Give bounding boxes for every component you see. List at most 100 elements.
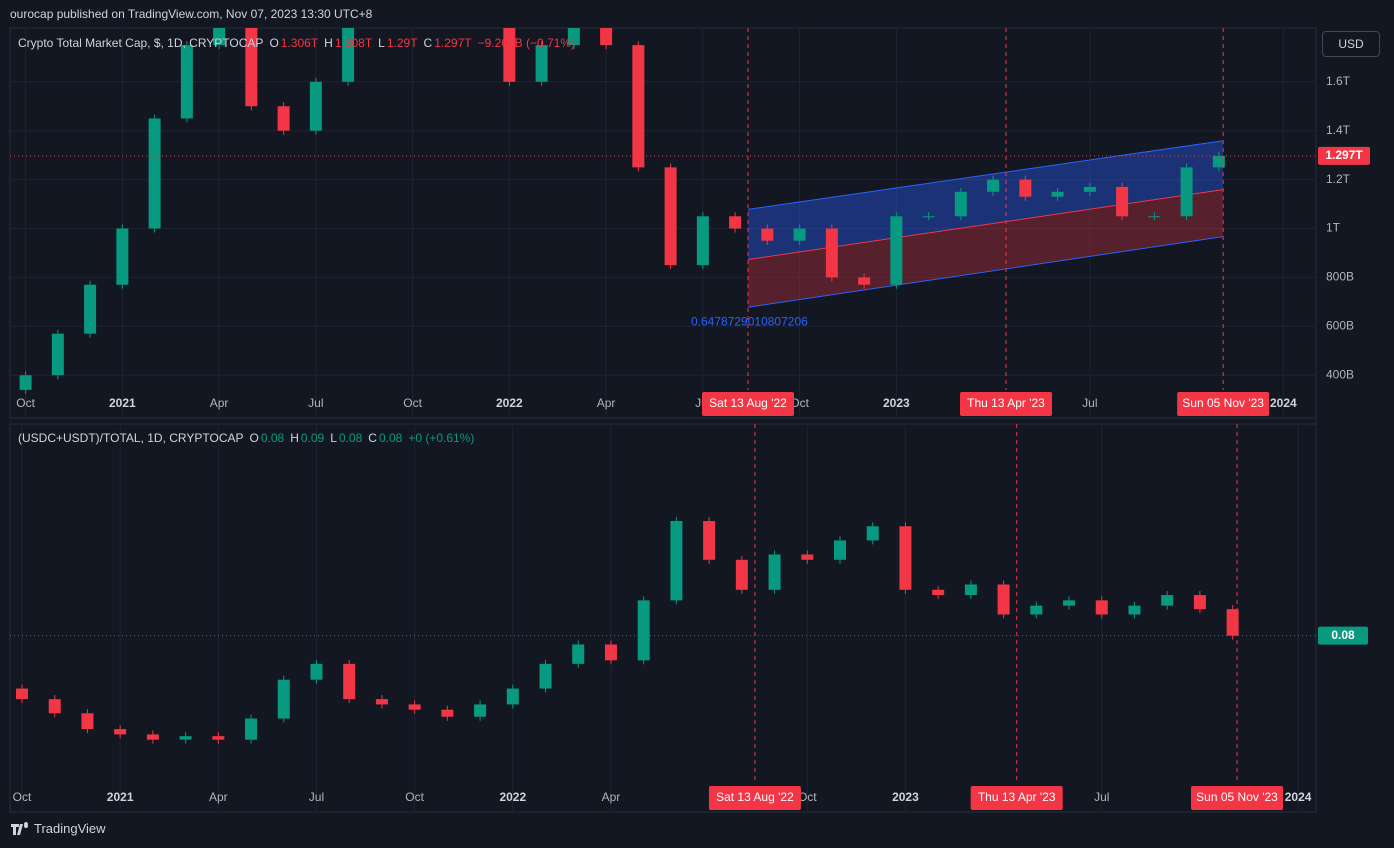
candle [696,216,709,266]
price-badge-label: 0.08 [1331,628,1355,642]
candle [342,28,355,82]
x-tick-label: Oct [798,790,817,804]
date-marker-label: Sun 05 Nov '23 [1196,790,1278,804]
top-pane [9,27,1317,419]
candle [84,284,97,334]
currency-button[interactable]: USD [1322,31,1380,57]
x-tick-label: Jul [308,396,323,410]
candle [768,554,781,590]
x-tick-label: Apr [602,790,621,804]
candle [637,600,650,661]
date-marker-badge [708,786,801,810]
candle [997,584,1010,615]
candle [1063,600,1076,606]
candle [408,704,421,710]
candle [148,118,161,229]
candle [539,663,552,689]
candle [48,699,61,714]
x-tick-label: 2023 [883,396,910,410]
bottom-pane [9,423,1317,813]
x-tick-label: 2023 [892,790,919,804]
y-tick-label: 800B [1326,270,1354,284]
candle [964,584,977,596]
x-tick-label: 2022 [496,396,523,410]
brand: TradingView [34,821,106,836]
ohlc-key: C [368,431,377,445]
candle [245,718,258,740]
candle [567,28,580,46]
publish-header: ourocap published on TradingView.com, No… [10,7,373,21]
candle [375,699,388,705]
candle [932,589,945,596]
candle [735,559,748,590]
ohlc-value: 0.09 [300,431,325,445]
candle [374,0,386,8]
candle [1128,605,1141,615]
legend-title: Crypto Total Market Cap, $, 1D, CRYPTOCA… [18,36,264,50]
channel-line [747,140,1224,210]
candle [1095,600,1108,615]
candle [19,375,32,390]
candle [670,521,683,601]
price-badge-label: 1.297T [1325,148,1363,162]
x-tick-label: Oct [790,396,809,410]
y-tick-label: 600B [1326,318,1354,332]
legend-change: +0 (+0.61%) [408,431,475,445]
candle [343,663,356,700]
legend: Crypto Total Market Cap, $, 1D, CRYPTOCA… [18,36,575,50]
candle [1051,191,1064,197]
candle [1030,605,1043,615]
channel-line [747,236,1224,308]
logo-icon [11,821,28,835]
ohlc-value: 0.08 [338,431,363,445]
candle [146,734,159,740]
candle [604,644,617,661]
ohlc-key: L [378,36,385,50]
candle [664,167,677,266]
candle [922,216,935,218]
ohlc-key: H [324,36,333,50]
price-badge [1318,626,1368,645]
x-tick-label: Oct [13,790,32,804]
channel-upper-zone [748,140,1224,260]
candle [1180,167,1193,217]
candle [572,644,585,664]
candle [632,45,645,168]
candle [179,736,192,740]
ohlc-value: 1.306T [280,36,319,50]
candle [987,179,1000,192]
candle [1212,155,1225,168]
x-tick-label: Oct [16,396,35,410]
x-tick-label: Jul [1094,790,1109,804]
candle [1193,595,1206,610]
candle [899,526,912,590]
date-marker-badge [1177,392,1270,416]
date-marker-label: Sat 13 Aug '22 [716,790,794,804]
date-marker-label: Thu 13 Apr '23 [967,396,1045,410]
candle [51,333,64,376]
candle [1019,179,1032,197]
candle [1083,186,1096,192]
candle [81,713,94,730]
x-tick-label: 2024 [1285,790,1312,804]
x-tick-label: Apr [597,396,616,410]
candle [825,228,838,278]
date-marker-badge [1191,786,1284,810]
ohlc-value: 1.308T [334,36,373,50]
y-tick-label: 1.2T [1326,172,1351,186]
x-tick-label: Apr [209,790,228,804]
candle [441,709,454,717]
candle [1148,216,1161,218]
date-marker-label: Thu 13 Apr '23 [978,790,1056,804]
legend-change: −9.264B (−0.71%) [477,36,575,50]
x-tick-label: Jul [309,790,324,804]
candle [858,277,871,285]
y-tick-label: 1.4T [1326,123,1351,137]
ohlc-key: C [423,36,433,50]
ohlc-value: 1.29T [386,36,418,50]
candle [834,540,846,560]
date-marker-badge [702,392,794,416]
price-badge [1318,146,1370,165]
ohlc-key: H [290,431,299,445]
